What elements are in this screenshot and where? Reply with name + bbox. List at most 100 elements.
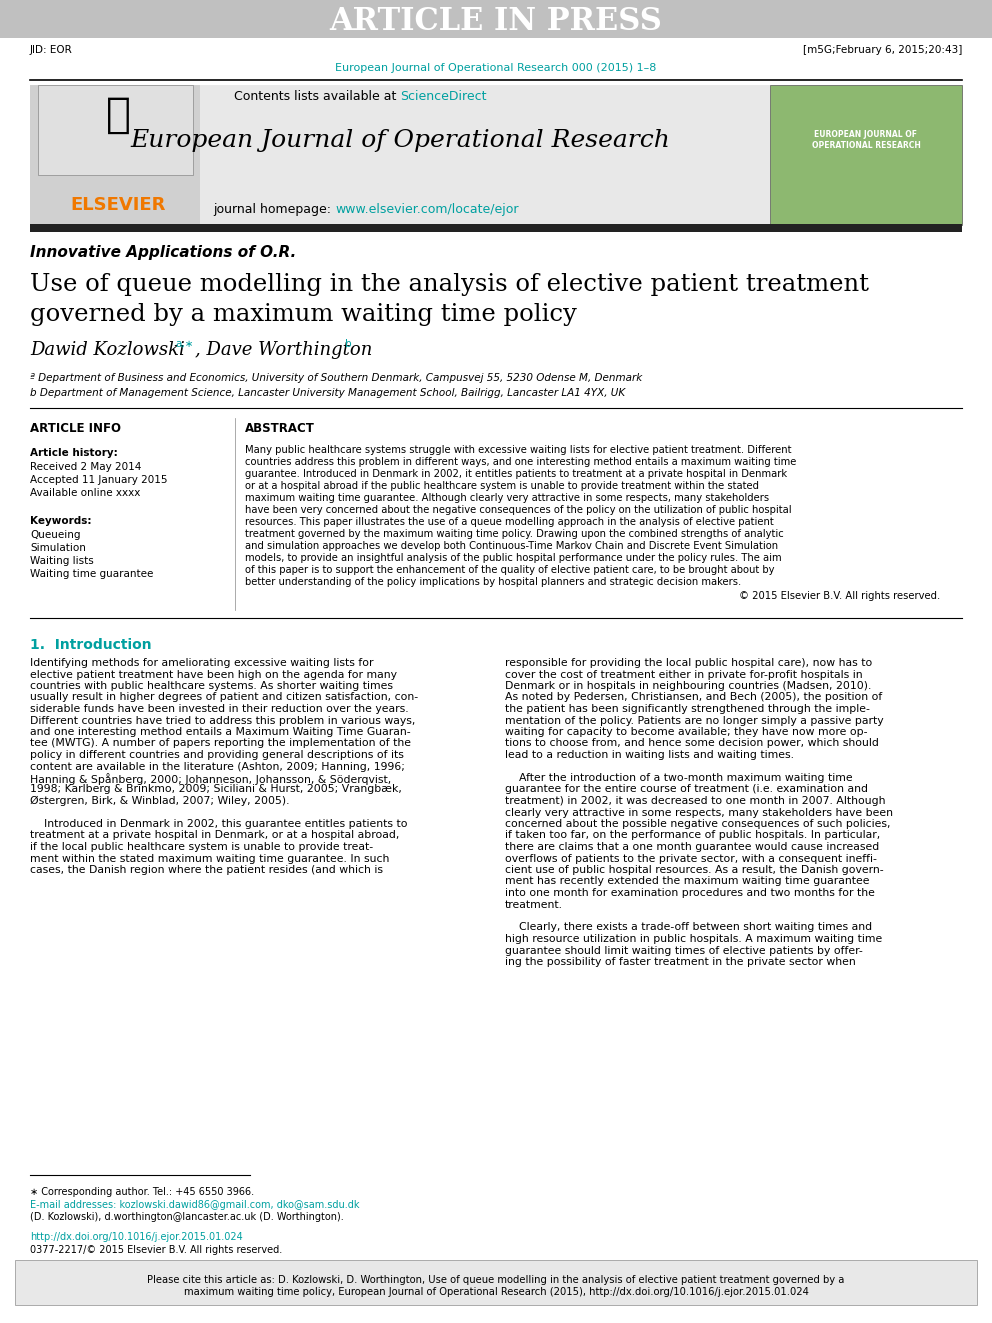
Text: treatment) in 2002, it was decreased to one month in 2007. Although: treatment) in 2002, it was decreased to … <box>505 796 886 806</box>
Text: waiting for capacity to become available; they have now more op-: waiting for capacity to become available… <box>505 728 867 737</box>
Text: Waiting time guarantee: Waiting time guarantee <box>30 569 154 579</box>
Text: Clearly, there exists a trade-off between short waiting times and: Clearly, there exists a trade-off betwee… <box>505 922 872 933</box>
Text: Keywords:: Keywords: <box>30 516 91 527</box>
Text: lead to a reduction in waiting lists and waiting times.: lead to a reduction in waiting lists and… <box>505 750 794 759</box>
Text: b: b <box>345 339 351 349</box>
Text: concerned about the possible negative consequences of such policies,: concerned about the possible negative co… <box>505 819 891 830</box>
Text: treatment governed by the maximum waiting time policy. Drawing upon the combined: treatment governed by the maximum waitin… <box>245 529 784 538</box>
Text: elective patient treatment have been high on the agenda for many: elective patient treatment have been hig… <box>30 669 397 680</box>
Text: Østergren, Birk, & Winblad, 2007; Wiley, 2005).: Østergren, Birk, & Winblad, 2007; Wiley,… <box>30 796 290 806</box>
Text: Different countries have tried to address this problem in various ways,: Different countries have tried to addres… <box>30 716 416 725</box>
Bar <box>15 1259 977 1304</box>
Text: Accepted 11 January 2015: Accepted 11 January 2015 <box>30 475 168 486</box>
Text: Article history:: Article history: <box>30 448 118 458</box>
Text: mentation of the policy. Patients are no longer simply a passive party: mentation of the policy. Patients are no… <box>505 716 884 725</box>
Text: and one interesting method entails a Maximum Waiting Time Guaran-: and one interesting method entails a Max… <box>30 728 411 737</box>
Text: tions to choose from, and hence some decision power, which should: tions to choose from, and hence some dec… <box>505 738 879 749</box>
Bar <box>30 224 962 232</box>
Text: usually result in higher degrees of patient and citizen satisfaction, con-: usually result in higher degrees of pati… <box>30 692 418 703</box>
Text: tee (MWTG). A number of papers reporting the implementation of the: tee (MWTG). A number of papers reporting… <box>30 738 411 749</box>
Text: Waiting lists: Waiting lists <box>30 556 94 566</box>
Text: guarantee should limit waiting times of elective patients by offer-: guarantee should limit waiting times of … <box>505 946 863 955</box>
Text: ment has recently extended the maximum waiting time guarantee: ment has recently extended the maximum w… <box>505 877 870 886</box>
Text: Innovative Applications of O.R.: Innovative Applications of O.R. <box>30 246 297 261</box>
Text: cases, the Danish region where the patient resides (and which is: cases, the Danish region where the patie… <box>30 865 383 875</box>
Text: siderable funds have been invested in their reduction over the years.: siderable funds have been invested in th… <box>30 704 409 714</box>
Text: guarantee for the entire course of treatment (i.e. examination and: guarantee for the entire course of treat… <box>505 785 868 795</box>
Text: EUROPEAN JOURNAL OF
OPERATIONAL RESEARCH: EUROPEAN JOURNAL OF OPERATIONAL RESEARCH <box>811 130 921 151</box>
Text: and simulation approaches we develop both Continuous-Time Markov Chain and Discr: and simulation approaches we develop bot… <box>245 541 778 550</box>
Bar <box>38 85 193 175</box>
Text: ABSTRACT: ABSTRACT <box>245 422 314 434</box>
Text: 1.  Introduction: 1. Introduction <box>30 638 152 652</box>
Text: 1998; Karlberg & Brinkmo, 2009; Siciliani & Hurst, 2005; Vrangbæk,: 1998; Karlberg & Brinkmo, 2009; Sicilian… <box>30 785 402 795</box>
Text: or at a hospital abroad if the public healthcare system is unable to provide tre: or at a hospital abroad if the public he… <box>245 482 759 491</box>
Text: a,∗: a,∗ <box>175 339 193 349</box>
Text: ARTICLE INFO: ARTICLE INFO <box>30 422 121 434</box>
Text: JID: EOR: JID: EOR <box>30 45 72 56</box>
Text: cient use of public hospital resources. As a result, the Danish govern-: cient use of public hospital resources. … <box>505 865 884 875</box>
Text: As noted by Pedersen, Christiansen, and Bech (2005), the position of: As noted by Pedersen, Christiansen, and … <box>505 692 882 703</box>
Text: countries with public healthcare systems. As shorter waiting times: countries with public healthcare systems… <box>30 681 393 691</box>
Text: ing the possibility of faster treatment in the private sector when: ing the possibility of faster treatment … <box>505 957 856 967</box>
Text: countries address this problem in different ways, and one interesting method ent: countries address this problem in differ… <box>245 456 797 467</box>
Text: maximum waiting time guarantee. Although clearly very attractive in some respect: maximum waiting time guarantee. Although… <box>245 493 769 503</box>
Text: into one month for examination procedures and two months for the: into one month for examination procedure… <box>505 888 875 898</box>
Text: (D. Kozlowski), d.worthington@lancaster.ac.uk (D. Worthington).: (D. Kozlowski), d.worthington@lancaster.… <box>30 1212 344 1222</box>
Text: b Department of Management Science, Lancaster University Management School, Bail: b Department of Management Science, Lanc… <box>30 388 625 398</box>
Text: Contents lists available at: Contents lists available at <box>234 90 400 103</box>
Text: guarantee. Introduced in Denmark in 2002, it entitles patients to treatment at a: guarantee. Introduced in Denmark in 2002… <box>245 468 787 479</box>
Text: ScienceDirect: ScienceDirect <box>400 90 486 103</box>
Text: of this paper is to support the enhancement of the quality of elective patient c: of this paper is to support the enhancem… <box>245 565 775 576</box>
Text: [m5G;February 6, 2015;20:43]: [m5G;February 6, 2015;20:43] <box>803 45 962 56</box>
Text: if the local public healthcare system is unable to provide treat-: if the local public healthcare system is… <box>30 841 373 852</box>
Text: European Journal of Operational Research: European Journal of Operational Research <box>130 128 670 152</box>
Text: treatment.: treatment. <box>505 900 563 909</box>
Text: Use of queue modelling in the analysis of elective patient treatment: Use of queue modelling in the analysis o… <box>30 274 869 296</box>
Text: models, to provide an insightful analysis of the public hospital performance und: models, to provide an insightful analysi… <box>245 553 782 564</box>
Text: ELSEVIER: ELSEVIER <box>70 196 166 214</box>
Text: Please cite this article as: D. Kozlowski, D. Worthington, Use of queue modellin: Please cite this article as: D. Kozlowsk… <box>148 1275 844 1285</box>
Text: European Journal of Operational Research 000 (2015) 1–8: European Journal of Operational Research… <box>335 64 657 73</box>
Text: treatment at a private hospital in Denmark, or at a hospital abroad,: treatment at a private hospital in Denma… <box>30 831 400 840</box>
Bar <box>0 0 992 38</box>
Text: Many public healthcare systems struggle with excessive waiting lists for electiv: Many public healthcare systems struggle … <box>245 445 792 455</box>
Bar <box>770 85 962 225</box>
Text: Available online xxxx: Available online xxxx <box>30 488 141 497</box>
Text: content are available in the literature (Ashton, 2009; Hanning, 1996;: content are available in the literature … <box>30 762 405 771</box>
Bar <box>30 85 770 225</box>
Text: www.elsevier.com/locate/ejor: www.elsevier.com/locate/ejor <box>335 204 519 217</box>
Text: clearly very attractive in some respects, many stakeholders have been: clearly very attractive in some respects… <box>505 807 893 818</box>
Text: overflows of patients to the private sector, with a consequent ineffi-: overflows of patients to the private sec… <box>505 853 877 864</box>
Text: Queueing: Queueing <box>30 531 80 540</box>
Text: if taken too far, on the performance of public hospitals. In particular,: if taken too far, on the performance of … <box>505 831 880 840</box>
Text: 0377-2217/© 2015 Elsevier B.V. All rights reserved.: 0377-2217/© 2015 Elsevier B.V. All right… <box>30 1245 283 1256</box>
Text: , Dave Worthington: , Dave Worthington <box>195 341 372 359</box>
Text: resources. This paper illustrates the use of a queue modelling approach in the a: resources. This paper illustrates the us… <box>245 517 774 527</box>
Text: the patient has been significantly strengthened through the imple-: the patient has been significantly stren… <box>505 704 870 714</box>
Text: Hanning & Spånberg, 2000; Johanneson, Johansson, & Söderqvist,: Hanning & Spånberg, 2000; Johanneson, Jo… <box>30 773 391 785</box>
Text: 🌿: 🌿 <box>105 94 131 136</box>
Text: journal homepage:: journal homepage: <box>213 204 335 217</box>
Text: http://dx.doi.org/10.1016/j.ejor.2015.01.024: http://dx.doi.org/10.1016/j.ejor.2015.01… <box>30 1232 243 1242</box>
Text: have been very concerned about the negative consequences of the policy on the ut: have been very concerned about the negat… <box>245 505 792 515</box>
Text: © 2015 Elsevier B.V. All rights reserved.: © 2015 Elsevier B.V. All rights reserved… <box>739 591 940 601</box>
Text: policy in different countries and providing general descriptions of its: policy in different countries and provid… <box>30 750 404 759</box>
Text: high resource utilization in public hospitals. A maximum waiting time: high resource utilization in public hosp… <box>505 934 882 945</box>
Bar <box>30 85 200 225</box>
Text: Simulation: Simulation <box>30 542 86 553</box>
Text: Dawid Kozlowski: Dawid Kozlowski <box>30 341 185 359</box>
Text: After the introduction of a two-month maximum waiting time: After the introduction of a two-month ma… <box>505 773 853 783</box>
Text: Introduced in Denmark in 2002, this guarantee entitles patients to: Introduced in Denmark in 2002, this guar… <box>30 819 408 830</box>
Text: ª Department of Business and Economics, University of Southern Denmark, Campusve: ª Department of Business and Economics, … <box>30 373 642 382</box>
Text: ∗ Corresponding author. Tel.: +45 6550 3966.: ∗ Corresponding author. Tel.: +45 6550 3… <box>30 1187 254 1197</box>
Text: Received 2 May 2014: Received 2 May 2014 <box>30 462 142 472</box>
Text: better understanding of the policy implications by hospital planners and strateg: better understanding of the policy impli… <box>245 577 741 587</box>
Text: cover the cost of treatment either in private for-profit hospitals in: cover the cost of treatment either in pr… <box>505 669 863 680</box>
Text: E-mail addresses: kozlowski.dawid86@gmail.com, dko@sam.sdu.dk: E-mail addresses: kozlowski.dawid86@gmai… <box>30 1200 359 1211</box>
Text: there are claims that a one month guarantee would cause increased: there are claims that a one month guaran… <box>505 841 879 852</box>
Text: Identifying methods for ameliorating excessive waiting lists for: Identifying methods for ameliorating exc… <box>30 658 374 668</box>
Text: Denmark or in hospitals in neighbouring countries (Madsen, 2010).: Denmark or in hospitals in neighbouring … <box>505 681 871 691</box>
Text: ment within the stated maximum waiting time guarantee. In such: ment within the stated maximum waiting t… <box>30 853 390 864</box>
Text: governed by a maximum waiting time policy: governed by a maximum waiting time polic… <box>30 303 577 327</box>
